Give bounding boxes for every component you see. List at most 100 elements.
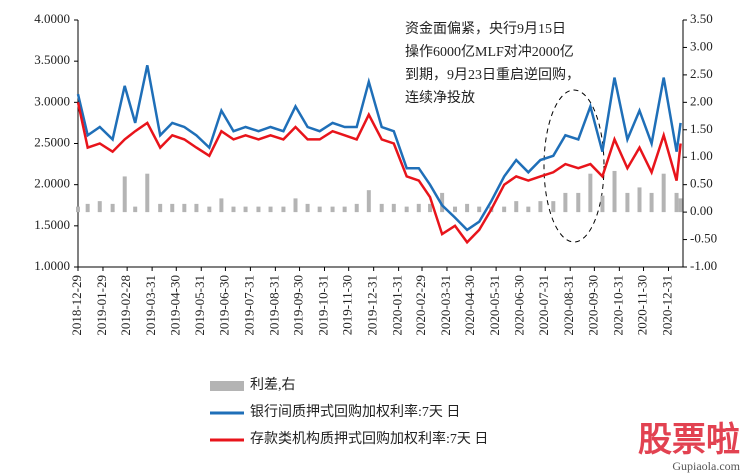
x-tick-label: 2019-03-31 — [143, 275, 158, 336]
bar — [379, 203, 384, 213]
bar — [612, 170, 617, 213]
line — [76, 65, 682, 232]
bar — [194, 203, 199, 213]
bar — [465, 203, 470, 213]
bar — [133, 206, 138, 213]
bar — [416, 203, 421, 213]
bar — [404, 206, 409, 213]
annotation: 操作6000亿MLF对冲2000亿 — [405, 44, 574, 60]
y-tick-label: 3.0000 — [34, 93, 70, 108]
bar — [428, 203, 433, 213]
bar — [563, 192, 568, 213]
y-tick-label: 4.0000 — [34, 11, 70, 26]
bar — [268, 206, 273, 213]
bar — [85, 203, 90, 213]
x-tick-label: 2019-10-31 — [315, 275, 330, 336]
bar — [97, 201, 102, 213]
watermark: 股票啦 — [638, 421, 740, 459]
highlight-ellipse — [543, 89, 605, 243]
bar — [576, 192, 581, 213]
bar — [158, 203, 163, 213]
bar — [122, 176, 127, 213]
bar — [256, 206, 261, 213]
bar — [661, 173, 666, 213]
legend-label: 存款类机构质押式回购加权利率:7天 日 — [250, 430, 488, 447]
bar — [538, 201, 543, 213]
x-tick-label: 2020-02-29 — [413, 275, 428, 336]
bar — [391, 203, 396, 213]
x-tick-label: 2018-12-29 — [69, 275, 84, 336]
bar — [219, 198, 224, 213]
bar — [305, 203, 310, 213]
x-tick-label: 2020-11-30 — [635, 275, 650, 335]
bar — [145, 173, 150, 213]
x-tick-label: 2020-05-31 — [487, 275, 502, 336]
bar — [243, 206, 248, 213]
y-tick-label: 3.5000 — [34, 52, 70, 67]
x-tick-label: 2019-05-31 — [192, 275, 207, 336]
y2-tick-label: 2.50 — [690, 66, 713, 81]
bar — [637, 187, 642, 213]
legend-label: 银行间质押式回购加权利率:7天 日 — [250, 403, 460, 420]
y-tick-label: 2.5000 — [34, 134, 70, 149]
bar — [342, 206, 347, 213]
bar — [526, 206, 531, 213]
x-tick-label: 2020-07-31 — [536, 275, 551, 336]
bar — [551, 201, 556, 213]
y-tick-label: 1.5000 — [34, 217, 70, 232]
x-tick-label: 2019-02-28 — [118, 275, 133, 336]
bar — [366, 190, 371, 213]
y2-tick-label: 2.00 — [690, 93, 713, 108]
x-tick-label: 2019-04-30 — [167, 275, 182, 336]
y2-tick-label: -0.50 — [690, 231, 717, 246]
legend-label: 利差,右 — [250, 377, 296, 393]
y-tick-label: 2.0000 — [34, 176, 70, 191]
x-tick-label: 2020-12-31 — [659, 275, 674, 336]
bar — [674, 192, 679, 213]
y2-tick-label: 3.50 — [690, 11, 713, 26]
y2-tick-label: 1.50 — [690, 121, 713, 136]
x-tick-label: 2019-12-31 — [365, 275, 380, 336]
legend-swatch — [210, 381, 244, 391]
x-tick-label: 2020-03-31 — [438, 275, 453, 336]
x-tick-label: 2019-08-31 — [266, 275, 281, 336]
x-tick-label: 2020-10-31 — [610, 275, 625, 336]
bar — [207, 206, 212, 213]
bar — [678, 198, 683, 213]
bar — [649, 192, 654, 213]
x-tick-label: 2019-07-31 — [241, 275, 256, 336]
bar — [182, 203, 187, 213]
bar — [502, 206, 507, 213]
bar — [477, 206, 482, 213]
bar — [440, 192, 445, 213]
bar — [354, 203, 359, 213]
x-tick-label: 2020-08-31 — [561, 275, 576, 336]
y2-tick-label: -1.00 — [690, 258, 717, 273]
bar — [76, 206, 80, 213]
x-tick-label: 2020-06-30 — [511, 275, 526, 336]
y2-tick-label: 1.00 — [690, 148, 713, 163]
annotation: 到期，9月23日重启逆回购， — [405, 67, 580, 83]
bar — [453, 206, 458, 213]
x-tick-label: 2019-06-30 — [216, 275, 231, 336]
line — [76, 102, 682, 245]
bar — [293, 198, 298, 213]
y2-tick-label: 0.00 — [690, 203, 713, 218]
bar — [231, 206, 236, 213]
bar — [281, 206, 286, 213]
annotation: 连续净投放 — [405, 89, 475, 106]
bar — [625, 192, 630, 213]
watermark: Gupiaola.com — [672, 459, 740, 473]
annotation: 资金面偏紧，央行9月15日 — [405, 21, 566, 37]
y2-tick-label: 3.00 — [690, 38, 713, 53]
x-tick-label: 2020-04-30 — [462, 275, 477, 336]
y2-tick-label: 0.50 — [690, 176, 713, 191]
x-tick-label: 2019-09-30 — [291, 275, 306, 336]
y-tick-label: 1.0000 — [34, 258, 70, 273]
x-tick-label: 2019-01-29 — [94, 275, 109, 336]
bar — [514, 201, 519, 213]
bar — [330, 206, 335, 213]
x-tick-label: 2020-09-30 — [585, 275, 600, 336]
bar — [600, 195, 605, 213]
bar — [170, 203, 175, 213]
